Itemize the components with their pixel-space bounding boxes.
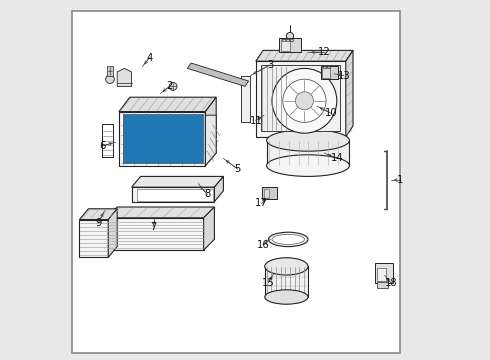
- Bar: [281, 39, 290, 51]
- Ellipse shape: [267, 155, 349, 176]
- Polygon shape: [117, 68, 132, 86]
- Polygon shape: [119, 97, 216, 112]
- Bar: [323, 66, 326, 68]
- Circle shape: [272, 68, 337, 133]
- Text: 7: 7: [150, 222, 156, 232]
- Text: 15: 15: [262, 278, 275, 288]
- Bar: [286, 39, 289, 41]
- Circle shape: [295, 92, 314, 110]
- Text: 16: 16: [257, 240, 270, 250]
- Polygon shape: [187, 63, 248, 86]
- Polygon shape: [261, 65, 341, 131]
- Polygon shape: [79, 209, 117, 220]
- Polygon shape: [132, 187, 215, 202]
- Bar: [264, 189, 269, 198]
- Bar: [377, 282, 388, 288]
- Polygon shape: [267, 140, 349, 166]
- Text: 17: 17: [255, 198, 268, 208]
- Polygon shape: [256, 50, 353, 61]
- Polygon shape: [106, 207, 215, 218]
- Bar: [377, 268, 387, 281]
- Polygon shape: [79, 220, 108, 257]
- Ellipse shape: [267, 130, 349, 151]
- Polygon shape: [242, 76, 250, 122]
- Bar: [262, 187, 277, 199]
- Bar: [320, 66, 338, 79]
- Circle shape: [286, 32, 294, 40]
- Text: 11: 11: [249, 116, 262, 126]
- Text: 10: 10: [325, 108, 338, 118]
- Polygon shape: [119, 112, 205, 166]
- Text: 13: 13: [338, 71, 350, 81]
- Polygon shape: [215, 176, 223, 202]
- Text: 2: 2: [166, 81, 172, 91]
- Polygon shape: [108, 209, 117, 257]
- Circle shape: [106, 75, 114, 84]
- Text: 18: 18: [385, 278, 397, 288]
- Ellipse shape: [269, 232, 308, 247]
- Text: 5: 5: [235, 164, 241, 174]
- Text: 8: 8: [204, 189, 210, 199]
- Bar: [327, 66, 330, 68]
- Ellipse shape: [265, 290, 308, 304]
- Text: 1: 1: [396, 175, 403, 185]
- Bar: [290, 39, 293, 41]
- Bar: [102, 124, 113, 157]
- Polygon shape: [106, 218, 204, 250]
- Text: 14: 14: [330, 153, 343, 163]
- Text: 12: 12: [318, 47, 331, 57]
- Polygon shape: [132, 176, 223, 187]
- Bar: [322, 67, 330, 78]
- Text: 6: 6: [99, 141, 106, 151]
- Bar: [279, 38, 301, 52]
- Text: 3: 3: [267, 60, 273, 70]
- Ellipse shape: [265, 258, 308, 275]
- Bar: [282, 39, 285, 41]
- Polygon shape: [205, 97, 216, 166]
- Polygon shape: [256, 61, 346, 137]
- Circle shape: [283, 79, 326, 122]
- Text: 4: 4: [147, 53, 153, 63]
- Bar: [242, 76, 250, 122]
- Text: 9: 9: [95, 218, 101, 228]
- Circle shape: [169, 82, 177, 90]
- Bar: [375, 263, 392, 283]
- Ellipse shape: [272, 234, 304, 244]
- Bar: [137, 189, 213, 201]
- Polygon shape: [122, 114, 202, 163]
- Polygon shape: [346, 50, 353, 137]
- Polygon shape: [205, 115, 216, 166]
- Bar: [107, 66, 113, 76]
- Bar: [265, 266, 308, 297]
- Polygon shape: [204, 207, 215, 250]
